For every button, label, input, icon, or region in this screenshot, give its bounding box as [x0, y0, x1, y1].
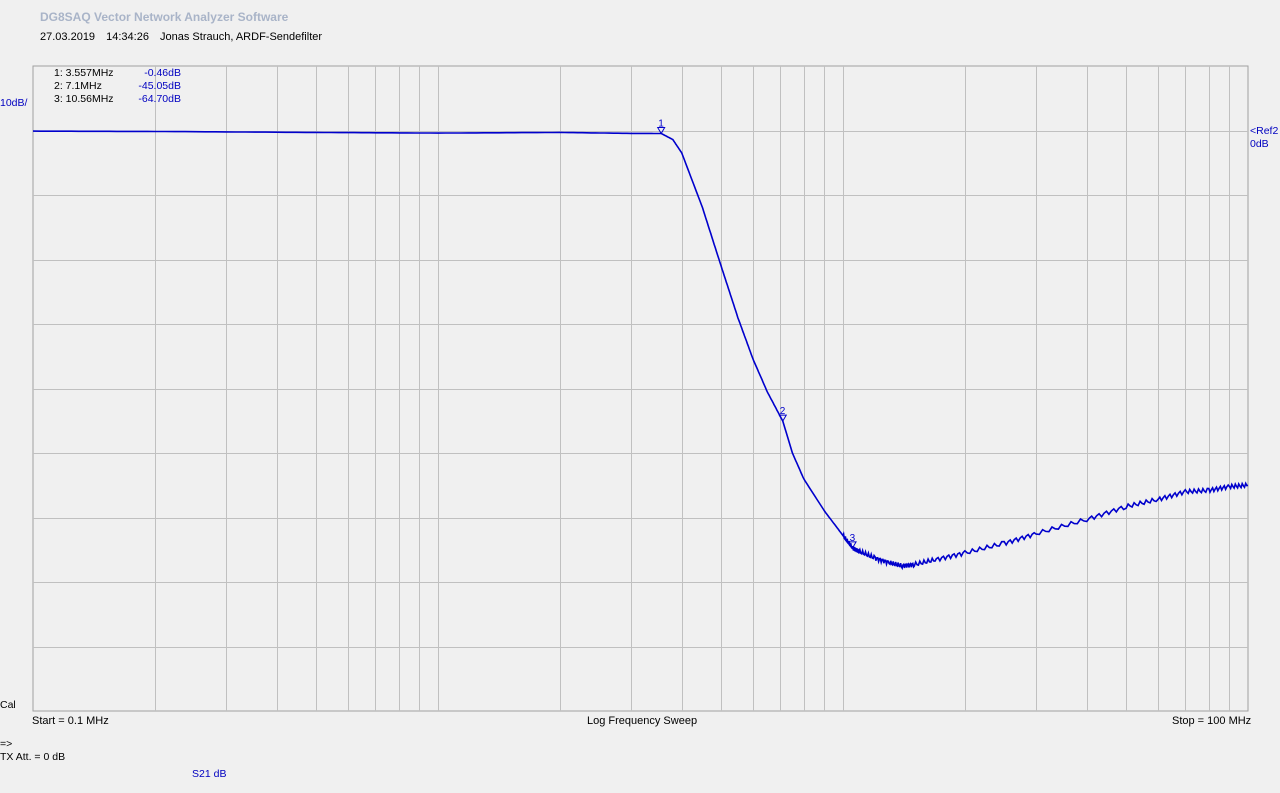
marker-value: -45.05dB: [138, 80, 181, 92]
cal-indicator: Cal: [0, 699, 16, 711]
scale-label[interactable]: 10dB/: [0, 97, 28, 109]
reference-label[interactable]: <Ref2 0dB: [1250, 125, 1278, 151]
plot-area[interactable]: [32, 65, 1249, 712]
markers: 1 2 3: [656, 118, 857, 549]
marker-value: -0.46dB: [144, 67, 181, 79]
stop-frequency-label[interactable]: Stop = 100 MHz: [1172, 715, 1252, 727]
reference-name: <Ref2: [1250, 125, 1279, 137]
start-frequency-label[interactable]: Start = 0.1 MHz: [32, 715, 109, 727]
s21-trace-line: [32, 130, 1249, 571]
grid: [33, 66, 1248, 711]
marker-2-triangle[interactable]: [778, 414, 788, 423]
measurement-time: 14:34:26: [106, 31, 149, 43]
marker-table: 1: 3.557MHz -0.46dB 2: 7.1MHz -45.05dB 3…: [54, 67, 181, 106]
marker-1-number: 1: [658, 118, 664, 129]
marker-3-triangle[interactable]: [848, 541, 857, 549]
app-title: DG8SAQ Vector Network Analyzer Software: [40, 10, 289, 24]
measurement-description: Jonas Strauch, ARDF-Sendefilter: [160, 31, 323, 43]
marker-row[interactable]: 2: 7.1MHz -45.05dB: [54, 80, 181, 93]
measurement-info: 27.03.2019 14:34:26 Jonas Strauch, ARDF-…: [40, 31, 330, 43]
marker-2-number: 2: [780, 406, 786, 417]
marker-1-triangle[interactable]: [656, 126, 666, 135]
tx-attenuation-label[interactable]: TX Att. = 0 dB: [0, 751, 66, 763]
reference-value: 0dB: [1250, 138, 1269, 150]
marker-frequency: 1: 3.557MHz: [54, 67, 114, 79]
trace: [32, 130, 1249, 571]
marker-row[interactable]: 3: 10.56MHz -64.70dB: [54, 93, 181, 106]
marker-frequency: 3: 10.56MHz: [54, 93, 114, 105]
trace-selector[interactable]: S21 dB: [192, 768, 227, 780]
marker-frequency: 2: 7.1MHz: [54, 80, 102, 92]
sweep-mode-label[interactable]: Log Frequency Sweep: [587, 715, 698, 727]
measurement-date: 27.03.2019: [40, 31, 96, 43]
marker-row[interactable]: 1: 3.557MHz -0.46dB: [54, 67, 181, 80]
marker-value: -64.70dB: [138, 93, 181, 105]
marker-3-number: 3: [850, 533, 856, 544]
arrow-indicator: =>: [0, 738, 13, 750]
